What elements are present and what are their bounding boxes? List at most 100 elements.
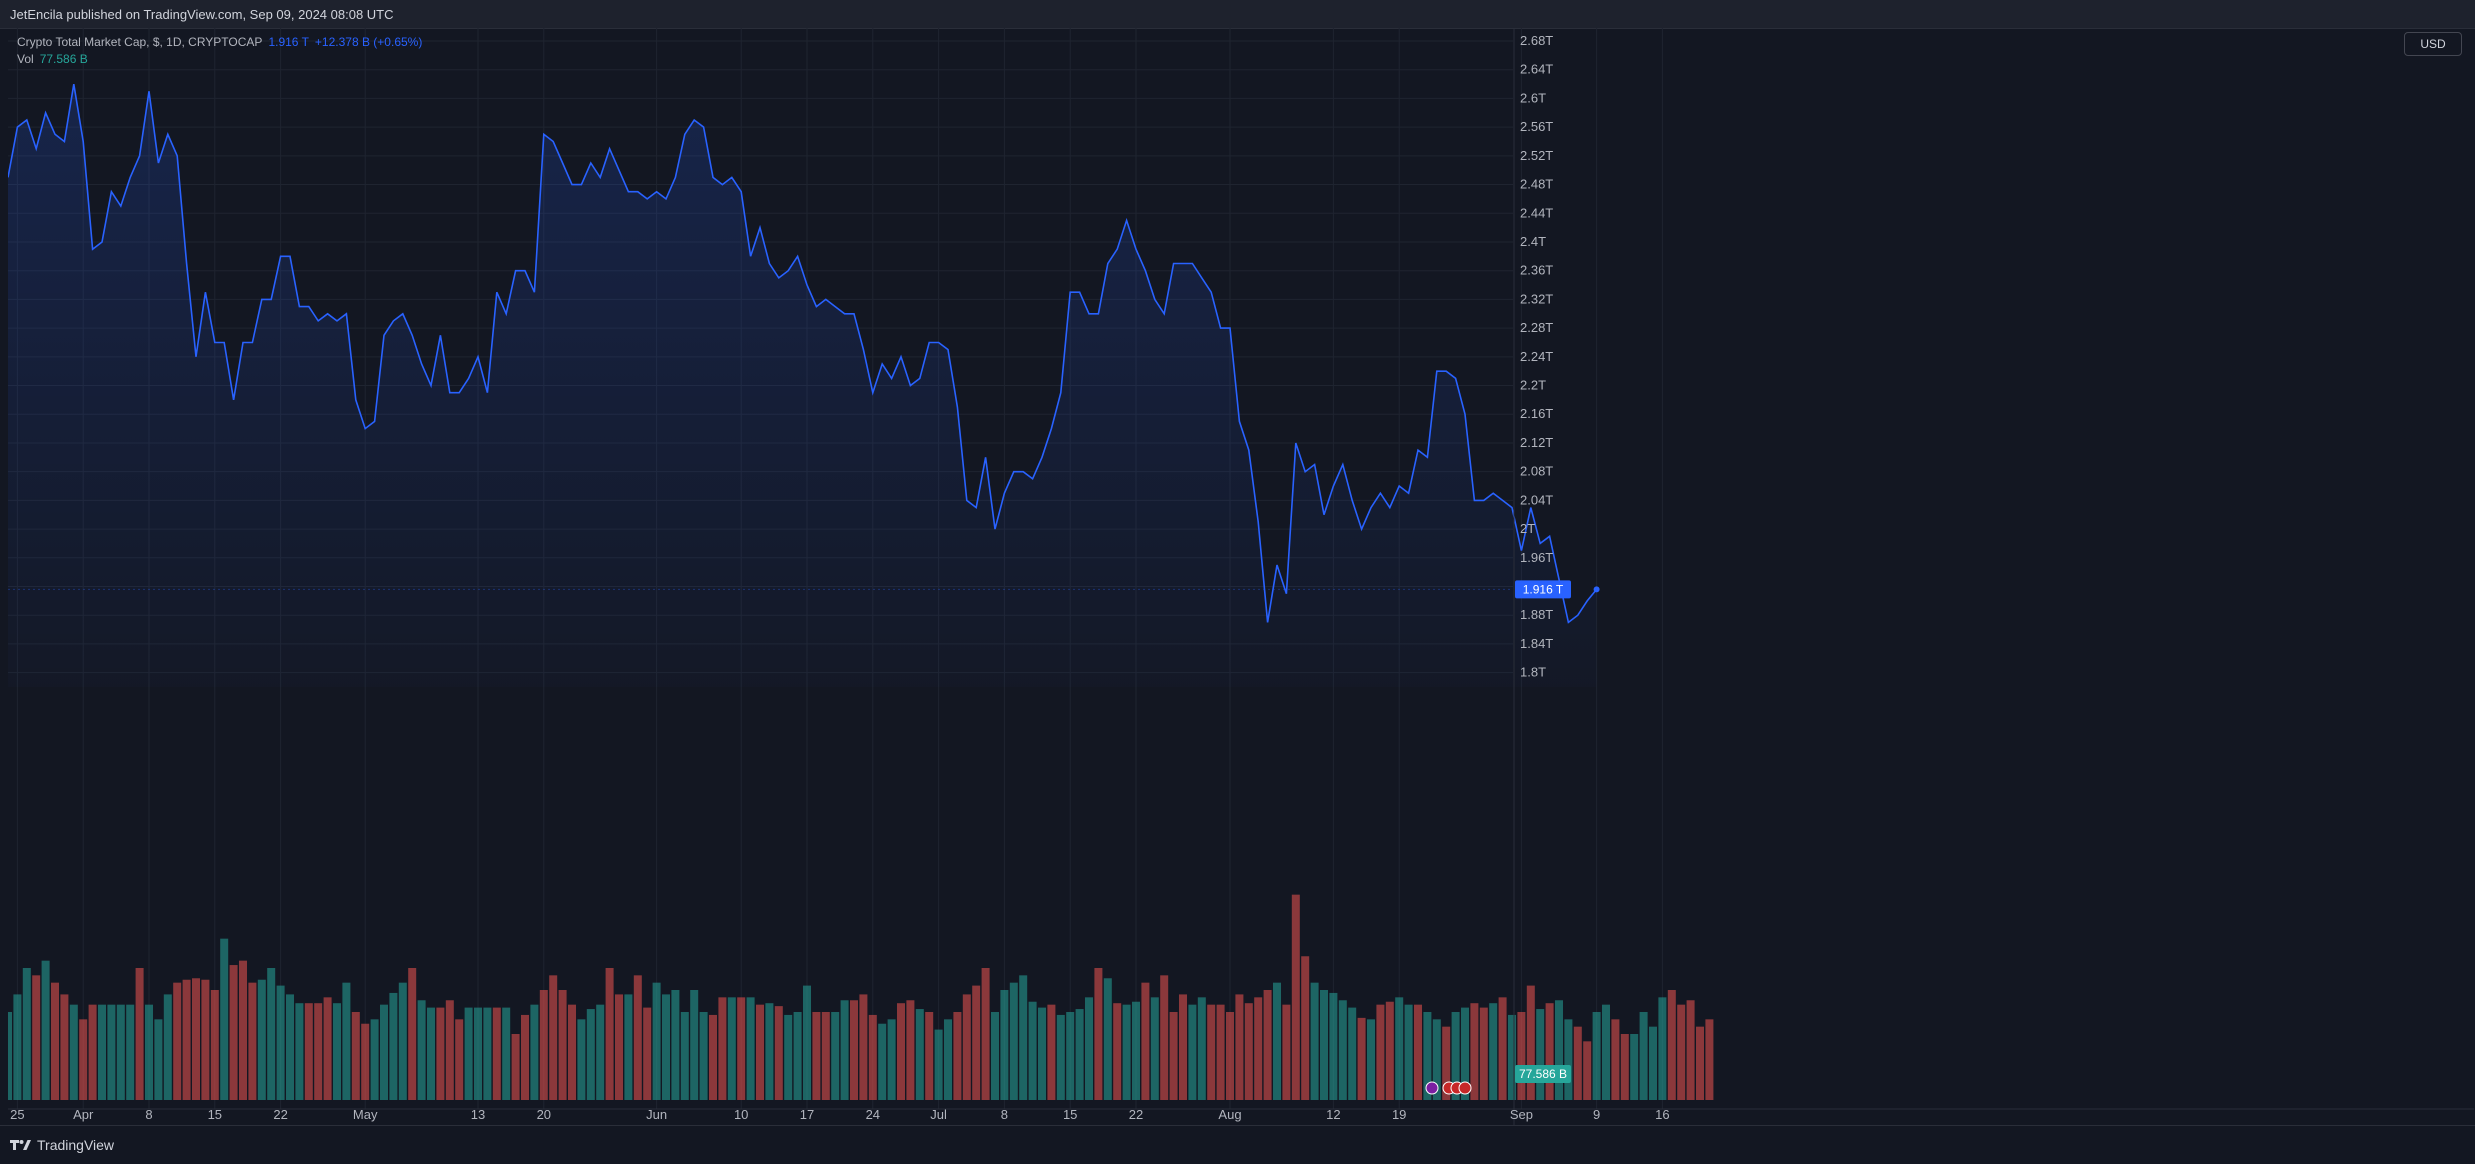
price-line <box>8 83 1600 624</box>
volume-bar <box>201 979 210 1100</box>
x-tick-label: 20 <box>537 1107 551 1122</box>
volume-bar <box>1310 982 1319 1100</box>
volume-bar <box>1019 975 1028 1100</box>
x-tick-label: Jun <box>646 1107 667 1122</box>
y-tick-label: 2.2T <box>1520 378 1546 393</box>
x-tick-label: Sep <box>1510 1107 1533 1122</box>
volume-bar <box>887 1019 896 1100</box>
volume-bar <box>1667 990 1676 1100</box>
volume-bar <box>1235 994 1244 1100</box>
volume-bar <box>549 975 558 1100</box>
volume-bar <box>60 994 69 1100</box>
y-tick-label: 2.24T <box>1520 349 1553 364</box>
volume-bar <box>1009 982 1018 1100</box>
volume-bar <box>746 997 755 1100</box>
symbol-title[interactable]: Crypto Total Market Cap, $, 1D, CRYPTOCA… <box>17 35 263 49</box>
volume-bar <box>323 997 332 1100</box>
x-tick-label: 15 <box>208 1107 222 1122</box>
x-tick-label: 8 <box>1001 1107 1008 1122</box>
x-tick-label: 19 <box>1392 1107 1406 1122</box>
volume-bar <box>229 965 238 1100</box>
volume-bar <box>8 1012 12 1100</box>
legend-row-volume: Vol 77.586 B <box>17 51 422 68</box>
volume-bar <box>398 982 407 1100</box>
volume-bar <box>1348 1007 1357 1100</box>
volume-bar <box>248 982 257 1100</box>
volume-bar <box>756 1004 764 1100</box>
volume-bar <box>361 1023 370 1100</box>
volume-bar <box>51 982 59 1100</box>
tradingview-logo[interactable]: TradingView <box>10 1137 114 1153</box>
volume-bar <box>1329 992 1338 1100</box>
chart-area[interactable]: 1.8T1.84T1.88T1.92T1.96T2T2.04T2.08T2.12… <box>8 28 2474 1125</box>
y-tick-label: 1.8T <box>1520 665 1546 680</box>
footer-brand: TradingView <box>37 1137 115 1153</box>
volume-bar <box>314 1003 323 1100</box>
volume-bar <box>1602 1004 1610 1100</box>
volume-bar <box>22 968 31 1100</box>
volume-label[interactable]: Vol <box>17 52 34 66</box>
volume-bar <box>953 1012 962 1100</box>
price-area-fill <box>8 84 1597 688</box>
event-marker-icon[interactable] <box>1458 1081 1472 1095</box>
volume-bar <box>690 990 699 1100</box>
volume-bar <box>107 1004 116 1100</box>
volume-bar <box>502 1007 511 1100</box>
volume-bar <box>774 1006 783 1100</box>
volume-bar <box>1479 1007 1488 1100</box>
volume-bar <box>1658 997 1667 1100</box>
x-tick-label: 22 <box>273 1107 287 1122</box>
x-tick-label: 13 <box>471 1107 485 1122</box>
chart-svg[interactable]: 1.8T1.84T1.88T1.92T1.96T2T2.04T2.08T2.12… <box>8 28 2474 1125</box>
event-marker-icon[interactable] <box>1425 1081 1439 1095</box>
volume-bar <box>1216 1004 1225 1100</box>
price-axis[interactable]: 1.8T1.84T1.88T1.92T1.96T2T2.04T2.08T2.12… <box>1513 28 1553 1125</box>
volume-bar <box>925 1012 934 1100</box>
volume-bar <box>662 994 670 1100</box>
volume-bar <box>32 975 41 1100</box>
volume-bar <box>1639 1012 1648 1100</box>
volume-bar <box>455 1019 464 1100</box>
volume-bar <box>652 982 661 1100</box>
volume-bar <box>1085 997 1093 1100</box>
volume-bar <box>304 1003 313 1100</box>
volume-bar <box>417 1000 426 1100</box>
y-tick-label: 2.52T <box>1520 148 1553 163</box>
volume-badge <box>1515 1065 1571 1083</box>
y-tick-label: 2.64T <box>1520 62 1553 77</box>
volume-bar <box>370 1019 379 1100</box>
volume-bar <box>897 1003 905 1100</box>
volume-bar <box>333 1003 341 1100</box>
volume-bar <box>1451 1012 1460 1100</box>
footer-bar: TradingView <box>0 1125 2475 1164</box>
y-tick-label: 1.84T <box>1520 636 1553 651</box>
volume-bar <box>1226 1012 1234 1100</box>
volume-bar <box>1320 990 1328 1100</box>
volume-bar <box>859 994 868 1100</box>
volume-bar <box>1508 1014 1516 1100</box>
volume-bar <box>1461 1007 1469 1100</box>
currency-button[interactable]: USD <box>2404 32 2462 56</box>
time-axis[interactable]: 25 Apr 8 15 22 May 13 20 Jun 10 17 24 Jul 8 15 22 Aug 12 1… <box>8 1107 2474 1122</box>
volume-bar <box>88 1004 97 1100</box>
publish-header: JetEncila published on TradingView.com, … <box>0 0 2475 29</box>
volume-bar <box>511 1034 520 1100</box>
volume-bar <box>521 1014 529 1100</box>
volume-bar <box>483 1007 492 1100</box>
x-tick-label: May <box>353 1107 378 1122</box>
volume-bar <box>1282 1004 1291 1100</box>
volume-bar <box>1103 978 1112 1100</box>
volume-bar <box>1545 1003 1554 1100</box>
y-tick-label: 2.36T <box>1520 263 1553 278</box>
volume-bar <box>878 1023 887 1100</box>
volume-bar <box>154 1019 163 1100</box>
volume-value: 77.586 B <box>39 52 88 66</box>
volume-bar <box>1066 1012 1075 1100</box>
x-tick-label: 10 <box>734 1107 748 1122</box>
y-tick-label: 1.96T <box>1520 550 1553 565</box>
volume-bar <box>850 1000 858 1100</box>
price-area <box>8 84 1597 688</box>
published-text: JetEncila published on TradingView.com, … <box>10 7 394 22</box>
volume-bar <box>79 1019 88 1100</box>
volume-bar <box>1555 1000 1563 1100</box>
